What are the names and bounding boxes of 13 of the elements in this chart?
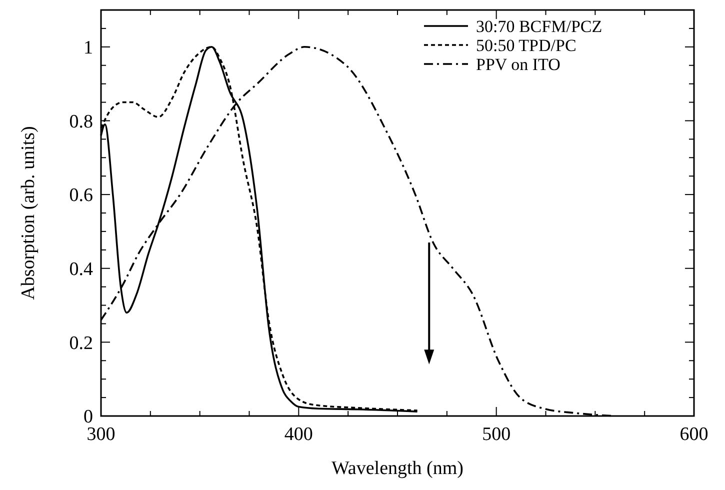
y-tick-label: 1 [84,38,93,59]
legend-label: 30:70 BCFM/PCZ [476,16,602,36]
y-tick-label: 0.2 [69,332,93,354]
y-tick-label: 0.4 [69,259,94,280]
x-axis-title: Wavelength (nm) [332,458,464,479]
y-axis-title: Absorption (arb. units) [18,126,39,300]
legend-label: PPV on ITO [476,54,560,74]
legend-label: 50:50 TPD/PC [476,36,576,55]
x-tick-label: 600 [680,424,708,445]
y-tick-label: 0.6 [69,185,93,206]
x-tick-label: 400 [284,424,313,445]
x-tick-label: 500 [482,424,511,445]
y-tick-label: 0.8 [69,111,93,132]
